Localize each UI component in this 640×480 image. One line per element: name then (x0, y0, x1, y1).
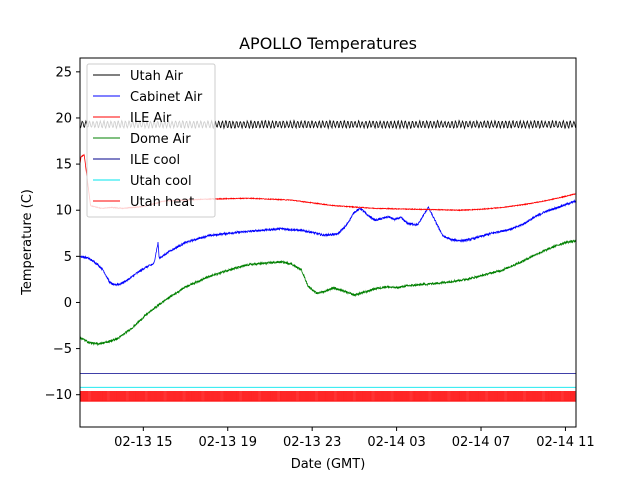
x-tick-label: 02-13 23 (283, 435, 341, 450)
y-tick-label: 5 (64, 250, 72, 265)
x-tick-label: 02-14 03 (367, 435, 425, 450)
y-tick-label: −5 (53, 342, 72, 357)
x-tick-label: 02-14 07 (452, 435, 510, 450)
axes: −10 −5 0 5 10 15 20 25 02-13 15 02-13 19 02-13 23 0… (45, 57, 595, 450)
legend: Utah Air Cabinet Air ILE Air Dome Air ILE co… (86, 63, 216, 218)
x-tick-label: 02-13 19 (199, 435, 257, 450)
legend-label: Dome Air (130, 132, 191, 147)
legend-label: ILE cool (130, 153, 180, 168)
y-tick-label: 10 (55, 204, 72, 219)
x-axis-label: Date (GMT) (291, 457, 366, 472)
series-cabinet-air (80, 199, 576, 287)
legend-label: Utah heat (130, 195, 194, 210)
y-tick-label: 25 (55, 65, 72, 80)
series-utah-heat (80, 391, 576, 402)
axes-frame (79, 57, 577, 428)
y-tick-label: 0 (64, 296, 72, 311)
y-tick-label: 15 (55, 158, 72, 173)
series-dome-air (80, 238, 576, 347)
y-axis-label: Temperature (C) (20, 189, 35, 296)
x-tick-label: 02-14 11 (536, 435, 594, 450)
chart-title: APOLLO Temperatures (239, 34, 417, 53)
x-tick-label: 02-13 15 (114, 435, 172, 450)
y-tick-label: 20 (55, 111, 72, 126)
legend-label: Cabinet Air (130, 90, 203, 105)
legend-label: ILE Air (130, 111, 172, 126)
y-tick-label: −10 (45, 388, 72, 403)
legend-label: Utah cool (130, 174, 192, 189)
legend-label: Utah Air (130, 69, 183, 84)
legend-box (86, 63, 216, 218)
